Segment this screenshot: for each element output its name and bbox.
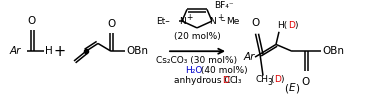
Text: –: – [221, 17, 226, 26]
Text: N: N [179, 17, 185, 26]
Text: Ar: Ar [244, 52, 256, 62]
Text: Me: Me [226, 17, 239, 26]
Text: (: ( [270, 75, 274, 84]
Text: (40 mol%): (40 mol%) [198, 66, 248, 75]
Text: +: + [186, 13, 192, 22]
Text: OBn: OBn [322, 46, 344, 56]
Text: ): ) [294, 21, 297, 30]
Text: O: O [252, 18, 260, 28]
Text: (20 mol%): (20 mol%) [174, 32, 220, 41]
Text: anhydrous C: anhydrous C [174, 76, 231, 85]
Text: D: D [288, 21, 295, 30]
Text: 3: 3 [267, 78, 272, 87]
Text: Et–: Et– [156, 17, 170, 26]
Text: ): ) [280, 75, 284, 84]
Text: ): ) [295, 83, 299, 93]
Text: BF₄⁻: BF₄⁻ [214, 1, 234, 10]
Text: O: O [28, 16, 36, 26]
Text: D: D [222, 76, 229, 85]
Text: D: D [274, 75, 281, 84]
Text: OBn: OBn [126, 46, 148, 56]
Text: (: ( [284, 83, 288, 93]
Text: +: + [217, 13, 223, 22]
Text: E: E [289, 83, 296, 93]
Text: Cs₂CO₃ (30 mol%): Cs₂CO₃ (30 mol%) [156, 56, 237, 65]
Text: +: + [54, 44, 66, 59]
Text: O: O [302, 77, 310, 86]
Text: N: N [210, 17, 216, 26]
Text: CH: CH [255, 75, 268, 84]
Text: Cl₃: Cl₃ [229, 76, 242, 85]
Text: H: H [45, 46, 53, 56]
Text: Ar: Ar [10, 46, 22, 56]
Text: H(: H( [277, 21, 287, 30]
Text: H₂O: H₂O [185, 66, 202, 75]
Text: O: O [107, 19, 115, 29]
